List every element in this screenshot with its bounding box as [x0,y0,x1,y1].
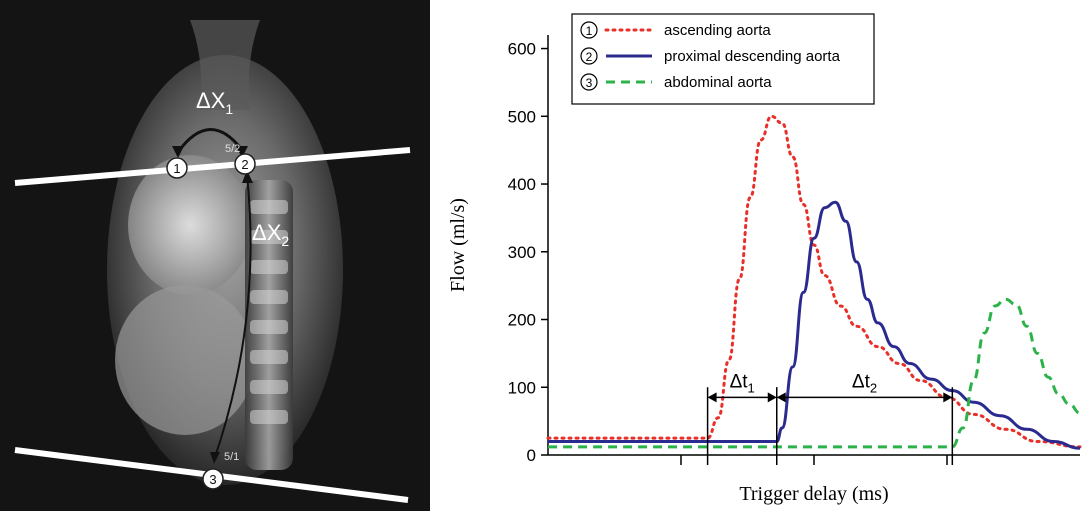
dx1-arrowhead-left [172,146,184,158]
y-tick-label: 600 [508,40,536,59]
series-layer [546,114,1082,450]
dx1-arrowhead-right [236,146,248,158]
dx1-label: ΔX1 [196,88,233,117]
legend-marker-circle [580,21,598,39]
y-tick-label: 300 [508,243,536,262]
liver-region [115,285,255,435]
mri-image: ΔX1 ΔX2 5/2 5/1 1 2 3 [0,0,430,511]
annotation-label-2: Δt2 [852,371,877,395]
series-line-2 [548,200,1081,450]
series-line-3 [548,297,1081,449]
legend-label: proximal descending aorta [664,48,841,65]
neck-region [190,20,260,110]
marker-1: 1 [166,157,188,179]
marker-2: 2 [234,153,256,175]
legend-label: abdominal aorta [664,74,772,91]
y-tick-label: 400 [508,175,536,194]
y-axis-label: Flow (ml/s) [447,198,469,292]
legend-marker-number: 3 [586,76,593,90]
annotation-label-1: Δt1 [730,371,755,395]
dx2-label: ΔX2 [252,220,289,249]
svg-text:3: 3 [209,472,216,487]
legend-marker-circle [580,47,598,65]
legend: 1 ascending aorta 2 proximal descending aor… [571,13,875,105]
annotation-arrow-right-1 [767,392,777,403]
svg-text:2: 2 [241,157,248,172]
y-tick-label: 200 [508,311,536,330]
annotation-arrow-right-2 [943,392,953,403]
annotation-layer: Δt1 Δt2 [706,371,954,465]
y-tick-label: 500 [508,107,536,126]
x-axis-label: Trigger delay (ms) [739,483,888,505]
annotation-arrow-left-1 [707,392,717,403]
heart-region [128,155,252,295]
svg-text:1: 1 [173,161,180,176]
legend-item-3: 3 abdominal aorta [580,73,772,91]
y-ticks: 0 100 200 300 400 500 600 [508,40,548,465]
y-tick-label: 0 [527,446,536,465]
legend-marker-number: 2 [586,50,593,64]
legend-label: ascending aorta [664,22,771,39]
legend-marker-number: 1 [586,24,593,38]
dx2-arc [213,174,252,461]
flow-chart: 0 100 200 300 400 500 600 Flow (ml/s) Trigger … [447,13,1082,505]
legend-marker-circle [580,73,598,91]
annotation-arrow-left-2 [776,392,786,403]
legend-item-1: 1 ascending aorta [580,21,771,39]
slice-label-lower: 5/1 [224,451,239,463]
legend-item-2: 2 proximal descending aorta [580,47,841,65]
vertebrae [250,200,288,424]
slice-label-upper: 5/2 [225,143,240,155]
upper-slice-line [14,147,411,186]
dx1-arc [176,128,244,153]
marker-3: 3 [202,468,224,490]
dx2-arrowhead-top [242,170,253,183]
x-ticks [680,455,948,465]
y-tick-label: 100 [508,378,536,397]
dx2-arrowhead-bottom [210,452,220,464]
